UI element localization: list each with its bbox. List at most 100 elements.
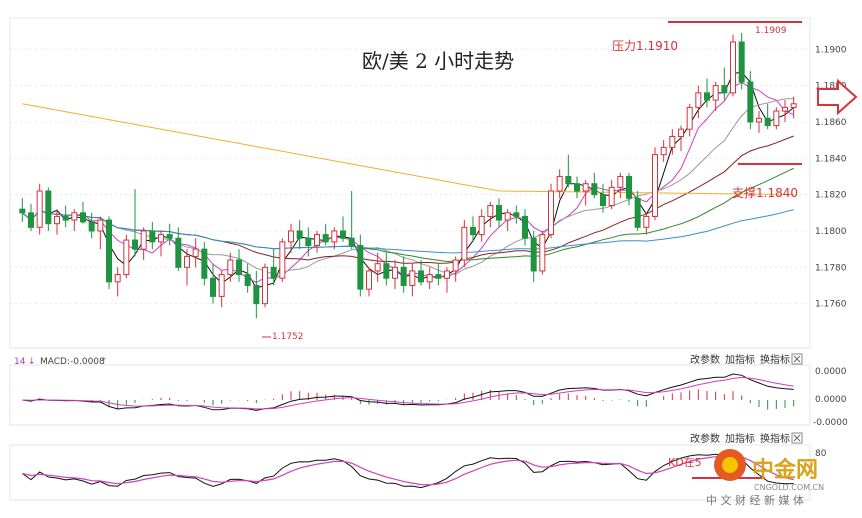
candle-body — [426, 274, 433, 283]
candle-body — [556, 175, 563, 192]
candle — [62, 205, 69, 228]
candle-body — [773, 110, 780, 127]
candle-body — [123, 239, 130, 276]
candle — [123, 234, 130, 279]
candle-body — [634, 197, 641, 228]
candle — [452, 256, 459, 282]
candle — [496, 198, 502, 228]
candle — [565, 154, 572, 188]
candle-body — [712, 85, 719, 101]
candle-body — [132, 239, 138, 250]
candle-body — [340, 230, 346, 239]
candle — [617, 172, 624, 199]
candle-body — [348, 237, 355, 247]
down-arrow-icon: ↓ — [28, 357, 36, 367]
candle — [539, 230, 546, 275]
candle-body — [522, 215, 528, 239]
candle — [478, 209, 485, 242]
macd-tick-top: 0.0000 — [815, 367, 847, 377]
cngold-logo: 中金网 CNGOLD.COM.CN 中 文 财 经 新 媒 体 — [706, 449, 824, 507]
macd-period: 14 — [14, 357, 26, 367]
kd-edit-params-button[interactable]: 改参数 — [690, 432, 720, 445]
price-tick-label: 1.1820 — [815, 191, 847, 201]
kd-close-icon[interactable] — [791, 432, 803, 444]
high-label: 1.1909 — [755, 26, 787, 36]
kd-k-line — [22, 453, 794, 489]
candle-body — [513, 212, 520, 217]
candle — [331, 227, 338, 250]
candle-body — [166, 234, 173, 239]
candle — [192, 238, 199, 268]
candle — [322, 223, 329, 246]
candle — [175, 227, 182, 271]
watermark-brand: 中金网 — [752, 457, 818, 483]
candle-body — [71, 212, 78, 221]
candle-body — [236, 259, 242, 276]
candle — [591, 172, 598, 199]
candle-body — [617, 175, 624, 188]
macd-add-indicator-button[interactable]: 加指标 — [725, 353, 755, 366]
candle-body — [149, 230, 156, 243]
macd-switch-indicator-button[interactable]: 换指标 — [760, 353, 790, 366]
candle-body — [747, 81, 754, 123]
candle-body — [357, 245, 364, 290]
candle — [201, 241, 208, 286]
candle-body — [530, 237, 537, 272]
kd-add-indicator-button[interactable]: 加指标 — [725, 432, 755, 445]
kd-d-line — [22, 455, 794, 486]
candle — [470, 216, 476, 242]
macd-close-icon[interactable] — [791, 353, 803, 365]
candle — [600, 183, 606, 213]
candle-body — [504, 212, 511, 221]
candle — [340, 216, 346, 242]
candle-body — [227, 259, 234, 276]
candle-body — [374, 263, 381, 272]
price-axis: 1.1900 1.1880 1.1860 1.1840 1.1820 1.1800 1.17… — [815, 45, 847, 309]
candle-body — [418, 270, 424, 283]
candle — [132, 189, 138, 257]
candle — [704, 78, 710, 108]
candle-body — [452, 259, 459, 272]
candle — [184, 249, 190, 286]
ma250-line — [22, 103, 794, 195]
candle — [487, 201, 494, 228]
price-tick-label: 1.1860 — [815, 118, 847, 128]
candle — [730, 34, 736, 97]
candle — [660, 140, 667, 162]
candle — [426, 267, 433, 290]
kd-series — [22, 453, 794, 489]
candle — [608, 180, 615, 210]
candle — [374, 252, 381, 282]
candle — [695, 85, 702, 119]
price-tick-label: 1.1780 — [815, 263, 847, 273]
candle-body — [591, 183, 598, 196]
candle-body — [244, 274, 251, 286]
candle — [513, 205, 520, 224]
candle-body — [764, 117, 771, 127]
candle-body — [539, 234, 546, 272]
candle-body — [782, 106, 788, 112]
candle-body — [496, 205, 502, 221]
candle — [504, 209, 511, 231]
candle-body — [721, 85, 728, 94]
candle-body — [600, 194, 606, 207]
candle — [305, 227, 312, 257]
price-tick-label: 1.1900 — [815, 45, 847, 55]
candle — [686, 103, 693, 137]
candle — [227, 252, 234, 282]
candle — [71, 209, 78, 231]
candle-body — [322, 234, 329, 243]
chart-title: 欧/美 2 小时走势 — [362, 49, 514, 73]
candle — [530, 230, 537, 282]
candle-body — [114, 274, 121, 283]
candle — [366, 267, 372, 297]
kd-switch-indicator-button[interactable]: 换指标 — [760, 432, 790, 445]
candle-body — [28, 212, 34, 228]
candle-body — [574, 183, 580, 192]
watermark-tagline: 中 文 财 经 新 媒 体 — [706, 493, 804, 507]
candle-body — [288, 230, 294, 243]
ma10-line — [21, 82, 794, 284]
candle-body — [392, 266, 398, 279]
macd-edit-params-button[interactable]: 改参数 — [690, 353, 720, 366]
